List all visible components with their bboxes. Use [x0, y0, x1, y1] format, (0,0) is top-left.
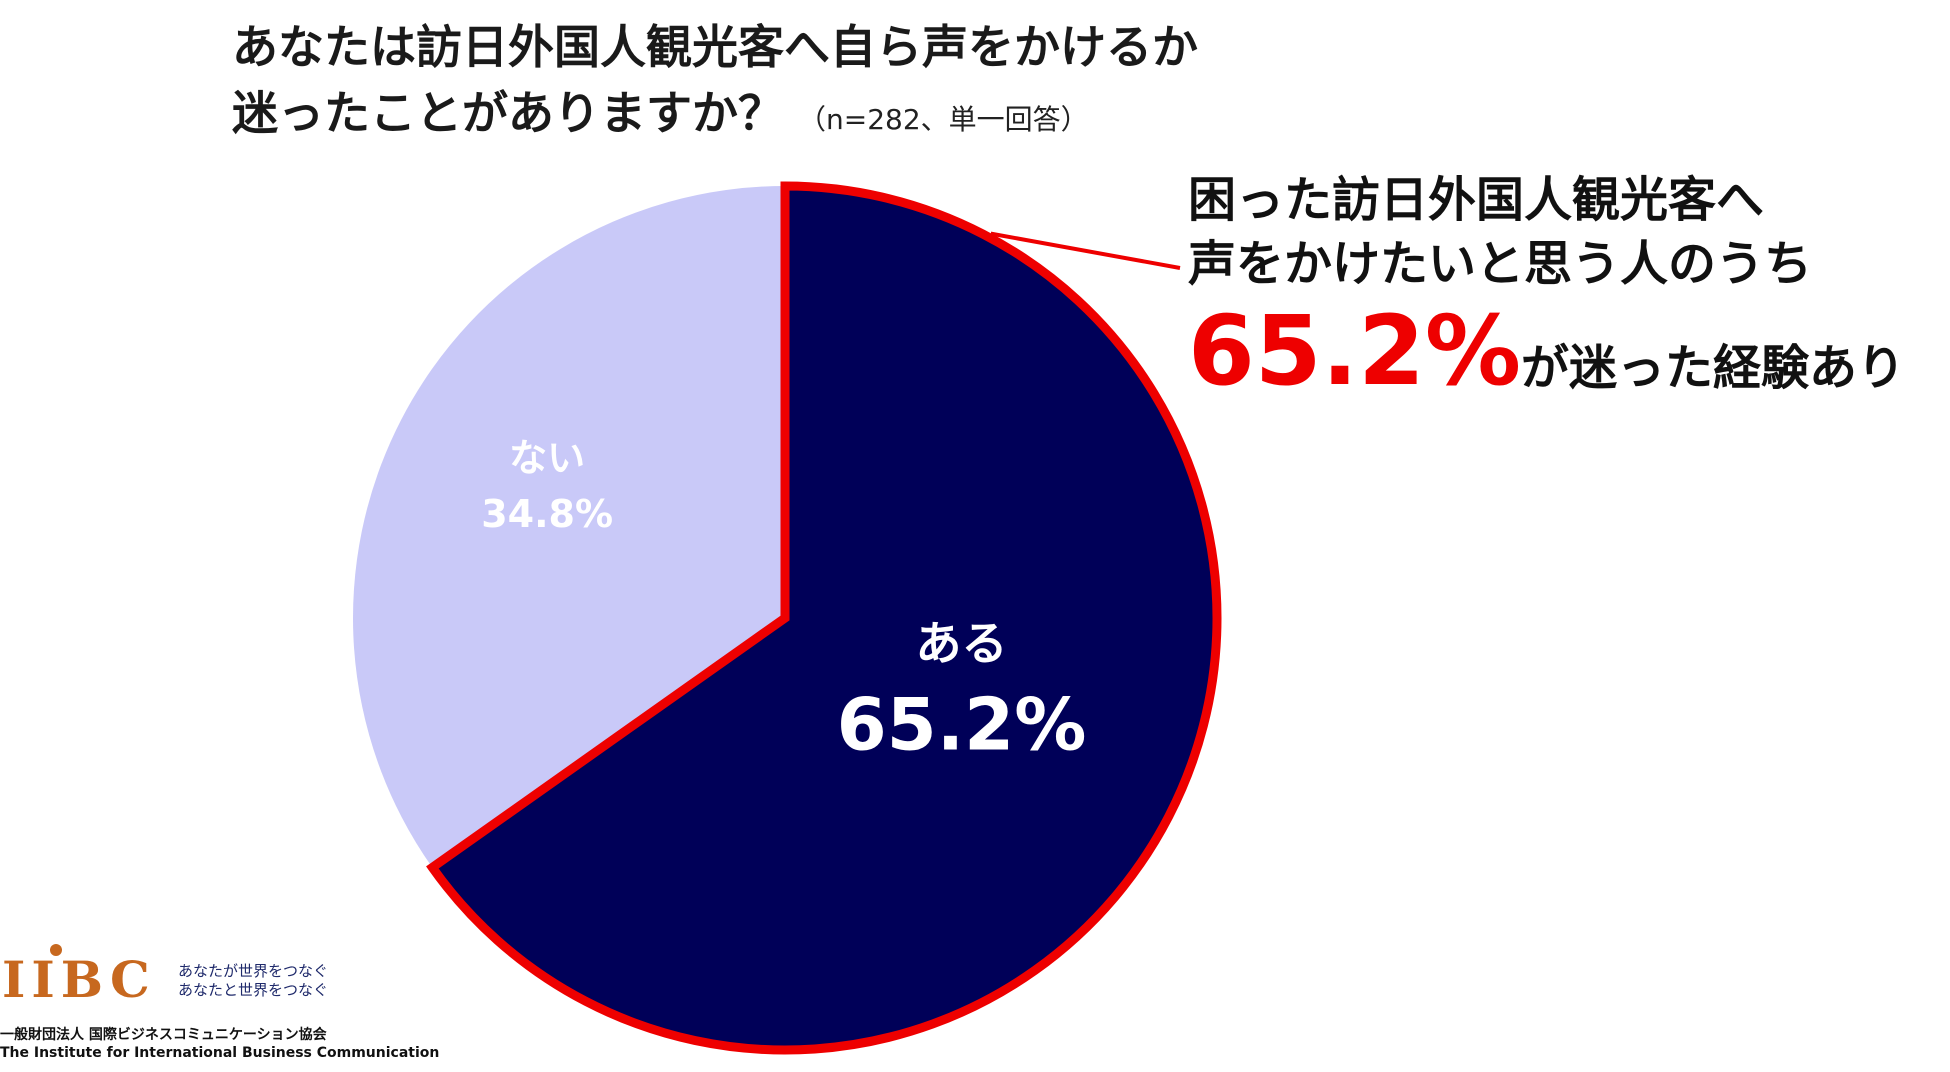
logo-mark-text: IIBC [2, 950, 156, 1009]
logo-org-en: The Institute for International Business… [0, 1045, 440, 1061]
callout-value: 65.2% [1188, 295, 1522, 407]
logo-org-ja: 一般財団法人 国際ビジネスコミュニケーション協会 [0, 1027, 327, 1043]
chart-title-line2-text: 迷ったことがありますか？ [232, 86, 784, 140]
slice-label: ない [509, 436, 585, 480]
callout-leader-line [990, 231, 1181, 270]
logo-tagline-1: あなたが世界をつなぐ [178, 962, 329, 980]
chart-title-line2: 迷ったことがありますか？ （n=282、単一回答） [232, 80, 1198, 153]
callout-line3: 65.2%が迷った経験あり [1188, 296, 1905, 406]
callout: 困った訪日外国人観光客へ 声をかけたいと思う人のうち 65.2%が迷った経験あり [1188, 168, 1905, 406]
slice-label: ある [915, 616, 1007, 670]
chart-title-line1: あなたは訪日外国人観光客へ自ら声をかけるか [232, 20, 1198, 74]
sample-note: （n=282、単一回答） [798, 103, 1089, 136]
pie-slice-aru [426, 181, 1222, 1055]
logo-mark: IIBC [2, 944, 156, 1009]
callout-tail: が迷った経験あり [1521, 340, 1906, 396]
logo-tagline: あなたが世界をつなぐ あなたと世界をつなぐ [178, 962, 328, 1000]
slice-value-label: 65.2% [837, 682, 1087, 766]
slice-value-label: 34.8% [481, 492, 613, 536]
logo-org: 一般財団法人 国際ビジネスコミュニケーション協会 The Institute f… [0, 1026, 439, 1062]
chart-title: あなたは訪日外国人観光客へ自ら声をかけるか 迷ったことがありますか？ （n=282… [232, 14, 1198, 153]
pie-slice-nai [352, 186, 785, 868]
pie-group: ある 65.2% ない 34.8% [352, 181, 1222, 1055]
iibc-logo: IIBC あなたが世界をつなぐ あなたと世界をつなぐ 一般財団法人 国際ビジネス… [0, 944, 439, 1070]
logo-tagline-2: あなたと世界をつなぐ [178, 981, 329, 999]
callout-line2: 声をかけたいと思う人のうち [1188, 236, 1813, 292]
callout-line1: 困った訪日外国人観光客へ [1188, 172, 1765, 228]
logo-dot-icon [50, 944, 62, 956]
